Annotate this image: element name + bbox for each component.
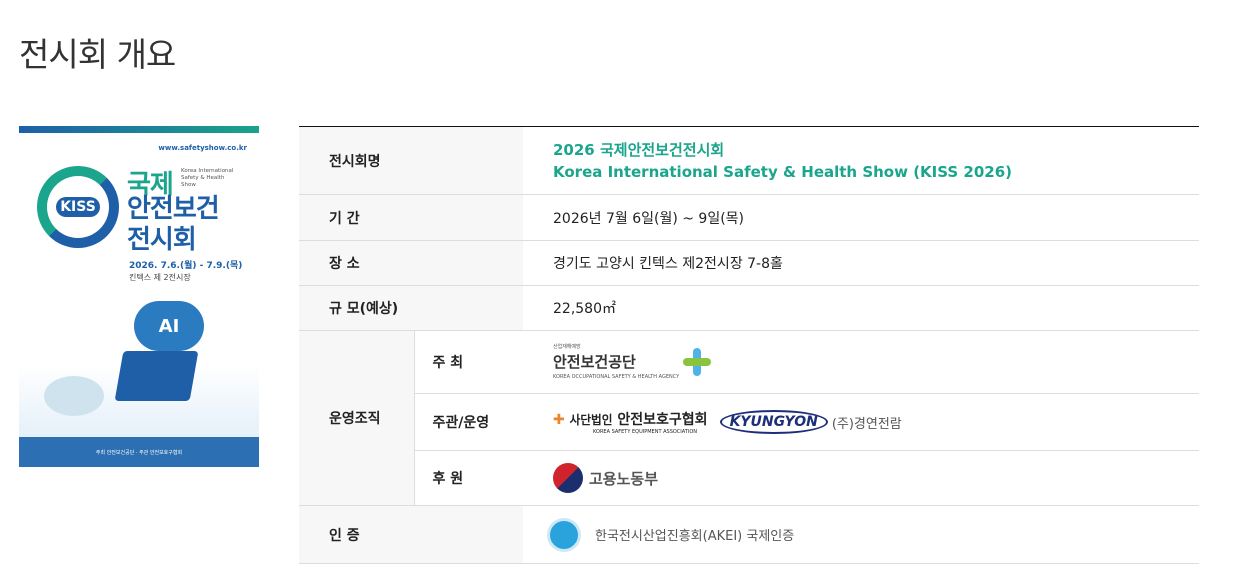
scale-value: 22,580㎡ [523,285,1199,331]
table-row: 전시회명 2026 국제안전보건전시회 Korea International … [299,126,1199,195]
ksea-name: 안전보호구협회 [617,412,708,428]
page-title: 전시회 개요 [19,35,176,74]
kosha-logo-name: 안전보건공단 [553,352,636,371]
exhibition-name: 2026 국제안전보건전시회 Korea International Safet… [523,126,1199,195]
ai-cloud-icon: AI [134,301,204,351]
poster-top-bar [19,126,259,133]
row-label: 운영조직 [299,330,414,506]
poster-url: www.safetyshow.co.kr [158,144,247,152]
row-label: 인 증 [299,505,523,564]
sponsor-name: 고용노동부 [589,469,659,488]
poster-date: 2026. 7.6.(월) - 7.9.(목) [129,261,243,271]
period-value: 2026년 7월 6일(월) ~ 9일(목) [523,194,1199,241]
sub-label: 주 최 [413,330,523,394]
kosha-logo-en: KOREA OCCUPATIONAL SAFETY & HEALTH AGENC… [553,373,680,380]
poster-venue: 킨텍스 제 2전시장 [129,273,191,282]
ksea-prefix: 사단법인 [569,413,613,427]
row-label: 장 소 [299,240,523,286]
poster-footer: 주최 안전보건공단 · 주관 안전보호구협회 [19,437,259,467]
sub-label: 후 원 [413,450,523,506]
kiss-logo: KISS [37,166,119,248]
poster-title-2: 안전보건 전시회 [127,194,220,256]
poster-title-1: 국제 [127,170,174,200]
poster-title-en: Korea International Safety & Health Show [181,168,234,188]
venue-value: 경기도 고양시 킨텍스 제2전시장 7-8홀 [523,240,1199,286]
table-row: 주관/운영 ✚ 사단법인 안전보호구협회 KOREA SAFETY EQUIPME… [299,393,1199,451]
ksea-logo: ✚ 사단법인 안전보호구협회 KOREA SAFETY EQUIPMENT ASS… [553,409,708,435]
kyungyon-name: (주)경연전람 [831,416,902,432]
table-row: 규 모(예상) 22,580㎡ [299,285,1199,331]
ksea-cross-icon: ✚ [553,412,565,428]
akei-logo-icon [547,517,581,552]
table-row: 기 간 2026년 7월 6일(월) ~ 9일(목) [299,194,1199,241]
cert-value: 한국전시산업진흥회(AKEI) 국제인증 [595,529,795,544]
row-label: 기 간 [299,194,523,241]
overview-table: 전시회명 2026 국제안전보건전시회 Korea International … [299,126,1199,564]
gear-illustration [44,376,104,416]
laptop-illustration [114,351,199,401]
cross-logo-icon [683,348,712,376]
table-row: 장 소 경기도 고양시 킨텍스 제2전시장 7-8홀 [299,240,1199,286]
cert-cell: 한국전시산업진흥회(AKEI) 국제인증 [523,505,1199,564]
table-row: 후 원 고용노동부 [299,450,1199,506]
exhibition-name-ko: 2026 국제안전보건전시회 [553,140,725,159]
ksea-en: KOREA SAFETY EQUIPMENT ASSOCIATION [593,429,698,435]
sponsor-cell: 고용노동부 [523,450,1199,506]
row-label: 규 모(예상) [299,285,523,331]
organizer-cell: ✚ 사단법인 안전보호구협회 KOREA SAFETY EQUIPMENT ASS… [523,393,1199,451]
taegeuk-icon [553,463,583,493]
kyungyon-logo: KYUNGYON [719,410,828,434]
poster-title-line3: 전시회 [127,225,197,255]
kiss-logo-text: KISS [56,197,100,217]
exhibition-name-en: Korea International Safety & Health Show… [553,162,1013,181]
poster-title-line2: 안전보건 [127,194,220,224]
kosha-logo-small: 산업재해예방 [553,343,581,350]
table-row: 인 증 한국전시산업진흥회(AKEI) 국제인증 [299,505,1199,564]
row-label: 전시회명 [299,126,523,195]
sub-label: 주관/운영 [413,393,523,451]
exhibition-poster: www.safetyshow.co.kr KISS 국제 Korea Inter… [19,126,259,467]
